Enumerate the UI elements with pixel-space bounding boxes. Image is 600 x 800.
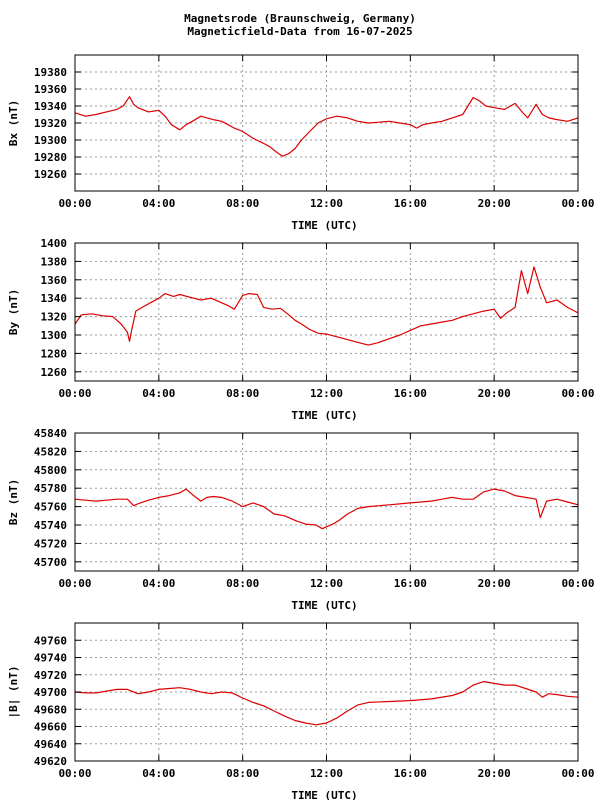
y-tick-label: 45820	[34, 445, 67, 458]
chart-header: Magnetsrode (Braunschweig, Germany) Magn…	[0, 12, 600, 38]
y-tick-label: 45840	[34, 427, 67, 440]
chart-panel-4: 49620 49640 49660 49680 49700 49720 49740 49760…	[7, 622, 595, 800]
y-axis-label: Bx (nT)	[7, 100, 20, 146]
series-line	[74, 266, 579, 346]
series-line	[74, 96, 579, 157]
y-tick-label: 49640	[34, 738, 67, 751]
series-line	[74, 488, 579, 530]
x-tick-label: 08:00	[226, 197, 259, 210]
y-tick-label: 45740	[34, 519, 67, 532]
x-tick-label: 12:00	[310, 767, 343, 780]
x-tick-label: 20:00	[478, 577, 511, 590]
date-subtitle: Magneticfield-Data from 16-07-2025	[187, 25, 413, 38]
y-tick-label: 19260	[34, 168, 67, 181]
x-axis-label: TIME (UTC)	[291, 409, 357, 422]
x-tick-label: 16:00	[394, 577, 427, 590]
y-tick-label: 45720	[34, 537, 67, 550]
y-tick-label: 19280	[34, 151, 67, 164]
y-tick-label: 19360	[34, 83, 67, 96]
x-tick-label: 16:00	[394, 197, 427, 210]
y-tick-label: 1260	[41, 366, 68, 379]
x-tick-label: 00:00	[561, 387, 594, 400]
x-tick-label: 12:00	[310, 387, 343, 400]
y-tick-label: 49760	[34, 634, 67, 647]
y-tick-label: 45760	[34, 501, 67, 514]
y-tick-label: 19320	[34, 117, 67, 130]
chart-panel-3: 45700 45720 45740 45760 45780 45800 45820 45840…	[7, 427, 595, 612]
x-tick-label: 04:00	[142, 197, 175, 210]
y-tick-label: 1340	[41, 292, 68, 305]
x-tick-label: 08:00	[226, 387, 259, 400]
station-title: Magnetsrode (Braunschweig, Germany)	[184, 12, 416, 25]
y-tick-label: 1380	[41, 255, 68, 268]
x-tick-label: 00:00	[561, 577, 594, 590]
y-tick-label: 49740	[34, 652, 67, 665]
x-axis-label: TIME (UTC)	[291, 789, 357, 800]
y-tick-label: 1300	[41, 329, 68, 342]
y-axis-label: |B| (nT)	[7, 666, 20, 719]
y-tick-label: 1360	[41, 274, 68, 287]
x-tick-label: 00:00	[58, 577, 91, 590]
series-line	[74, 680, 579, 726]
x-axis-label: TIME (UTC)	[291, 219, 357, 232]
y-tick-label: 19300	[34, 134, 67, 147]
x-tick-label: 00:00	[561, 767, 594, 780]
x-tick-label: 00:00	[58, 767, 91, 780]
x-tick-label: 20:00	[478, 197, 511, 210]
y-tick-label: 19380	[34, 66, 67, 79]
y-axis-label: By (nT)	[7, 289, 20, 335]
x-tick-label: 04:00	[142, 577, 175, 590]
y-tick-label: 1400	[41, 237, 68, 250]
x-tick-label: 12:00	[310, 197, 343, 210]
x-tick-label: 00:00	[561, 197, 594, 210]
y-axis-label: Bz (nT)	[7, 479, 20, 525]
y-tick-label: 19340	[34, 100, 67, 113]
y-tick-label: 45780	[34, 482, 67, 495]
x-tick-label: 20:00	[478, 767, 511, 780]
x-axis-label: TIME (UTC)	[291, 599, 357, 612]
y-tick-label: 1320	[41, 311, 68, 324]
x-tick-label: 00:00	[58, 197, 91, 210]
x-tick-label: 16:00	[394, 767, 427, 780]
chart-panel-2: 1260 1280 1300 1320 1340 1360 1380 1400 00:00 04:…	[7, 237, 595, 422]
x-tick-label: 04:00	[142, 387, 175, 400]
x-tick-label: 00:00	[58, 387, 91, 400]
y-tick-label: 49680	[34, 703, 67, 716]
y-tick-label: 45700	[34, 556, 67, 569]
x-tick-label: 20:00	[478, 387, 511, 400]
y-tick-label: 45800	[34, 464, 67, 477]
y-tick-label: 49620	[34, 755, 67, 768]
y-tick-label: 49720	[34, 669, 67, 682]
y-tick-label: 49700	[34, 686, 67, 699]
y-tick-label: 1280	[41, 347, 68, 360]
chart-panel-1: 19260 19280 19300 19320 19340 19360 19380 00:00…	[7, 54, 595, 232]
x-tick-label: 12:00	[310, 577, 343, 590]
x-tick-label: 16:00	[394, 387, 427, 400]
y-tick-label: 49660	[34, 721, 67, 734]
x-tick-label: 08:00	[226, 767, 259, 780]
x-tick-label: 04:00	[142, 767, 175, 780]
x-tick-label: 08:00	[226, 577, 259, 590]
